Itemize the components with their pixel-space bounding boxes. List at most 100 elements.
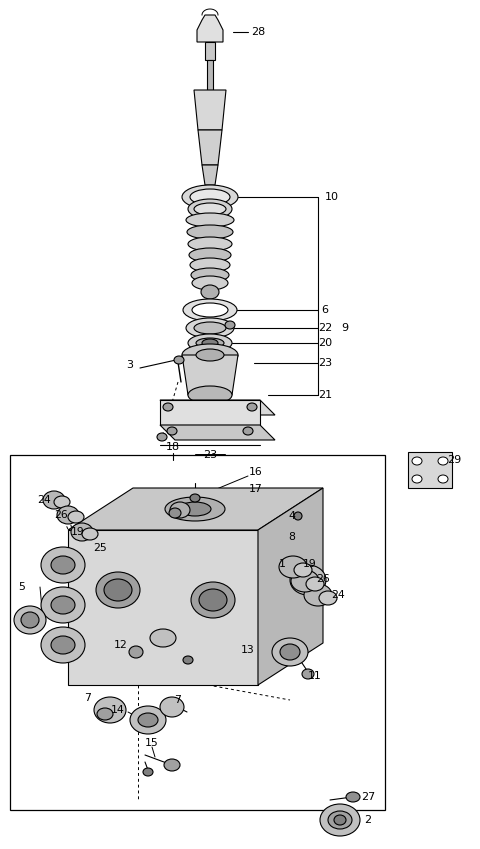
Ellipse shape [319,591,337,605]
Text: 7: 7 [84,693,91,703]
Text: 18: 18 [166,442,180,452]
Text: 2: 2 [364,815,372,825]
Polygon shape [198,130,222,165]
Ellipse shape [291,570,319,592]
Bar [205,42,215,60]
Ellipse shape [187,225,233,239]
Text: 9: 9 [341,323,348,333]
Ellipse shape [96,572,140,608]
Ellipse shape [328,811,352,829]
Ellipse shape [182,344,238,366]
Text: 23: 23 [203,450,217,460]
Ellipse shape [164,759,180,771]
Ellipse shape [320,804,360,836]
Text: 13: 13 [241,645,255,655]
Ellipse shape [57,506,79,524]
Text: 12: 12 [114,640,128,650]
Ellipse shape [182,185,238,209]
Ellipse shape [412,457,422,465]
Ellipse shape [294,512,302,520]
Ellipse shape [202,339,218,347]
Ellipse shape [163,403,173,411]
Polygon shape [194,90,226,130]
Text: 6: 6 [322,305,328,315]
Ellipse shape [247,403,257,411]
Ellipse shape [188,237,232,251]
Text: 4: 4 [288,511,295,521]
Ellipse shape [21,612,39,628]
Text: 8: 8 [288,532,295,542]
Ellipse shape [94,697,126,723]
Text: 14: 14 [111,705,125,715]
Ellipse shape [188,199,232,219]
Ellipse shape [199,589,227,611]
Polygon shape [160,425,275,440]
Text: 29: 29 [447,455,461,465]
Bar [10,455,385,810]
Ellipse shape [225,321,235,329]
Ellipse shape [51,596,75,614]
Ellipse shape [54,496,70,508]
Ellipse shape [243,427,253,435]
Text: 7: 7 [175,695,181,705]
Ellipse shape [41,547,85,583]
Ellipse shape [298,572,318,588]
Text: 26: 26 [54,510,68,520]
Ellipse shape [186,213,234,227]
Text: 26: 26 [316,574,330,584]
Ellipse shape [169,508,181,518]
Ellipse shape [97,708,113,720]
Ellipse shape [174,356,184,364]
Text: 17: 17 [249,484,263,494]
Polygon shape [160,400,260,425]
Ellipse shape [334,815,346,825]
Text: 20: 20 [318,338,332,348]
Ellipse shape [41,587,85,623]
Ellipse shape [150,629,176,647]
Ellipse shape [194,322,226,334]
Ellipse shape [280,644,300,660]
Ellipse shape [306,577,324,591]
Ellipse shape [290,565,326,595]
Text: 28: 28 [251,27,265,37]
Ellipse shape [189,248,231,262]
Text: 1: 1 [278,559,286,569]
Ellipse shape [279,556,307,578]
Text: 3: 3 [127,360,133,370]
Ellipse shape [51,556,75,574]
Ellipse shape [183,656,193,664]
Ellipse shape [138,713,158,727]
Ellipse shape [82,528,98,540]
Ellipse shape [191,582,235,618]
Ellipse shape [302,669,314,679]
Ellipse shape [412,475,422,483]
Text: 19: 19 [303,559,317,569]
Polygon shape [202,165,218,185]
Polygon shape [258,488,323,685]
Text: 10: 10 [325,192,339,202]
Polygon shape [68,488,323,530]
Ellipse shape [68,511,84,523]
Ellipse shape [129,646,143,658]
Ellipse shape [192,276,228,290]
Ellipse shape [183,299,237,321]
Ellipse shape [14,606,46,634]
Ellipse shape [188,334,232,352]
Ellipse shape [192,303,228,317]
Polygon shape [160,400,275,415]
Ellipse shape [130,706,166,734]
Ellipse shape [186,318,234,338]
Text: 24: 24 [331,590,345,600]
Bar [408,452,452,488]
Ellipse shape [194,203,226,215]
Ellipse shape [196,349,224,361]
Polygon shape [182,355,238,395]
Ellipse shape [104,579,132,601]
Ellipse shape [43,491,65,509]
Bar [207,60,213,90]
Ellipse shape [71,523,93,541]
Polygon shape [197,15,223,42]
Ellipse shape [157,433,167,441]
Ellipse shape [167,427,177,435]
Ellipse shape [346,792,360,802]
